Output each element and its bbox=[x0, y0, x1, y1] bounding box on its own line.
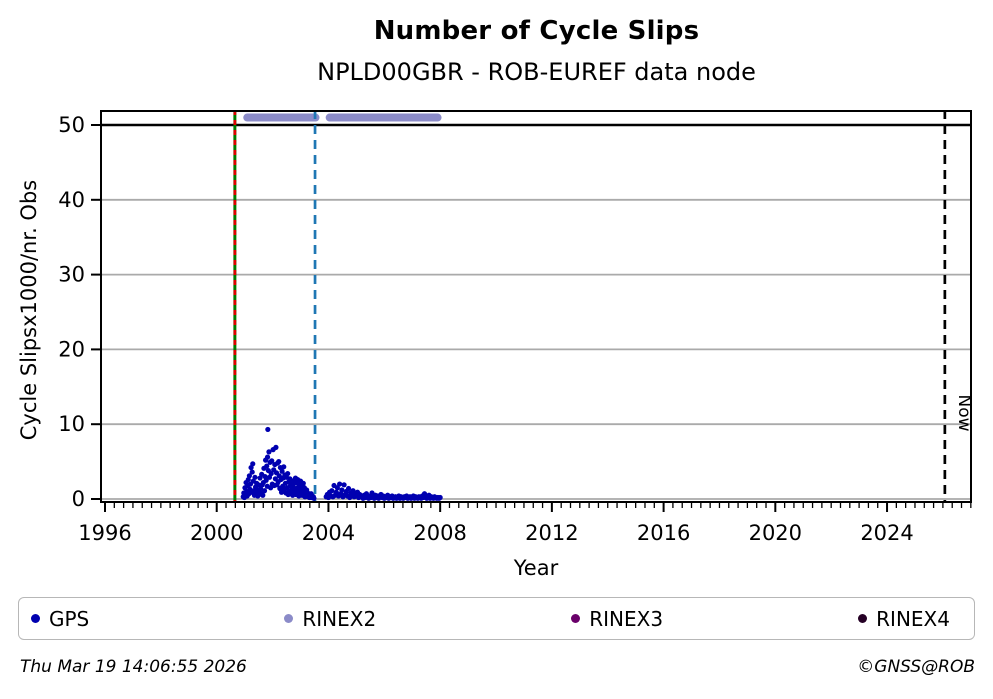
x-tick-label: 2012 bbox=[525, 521, 578, 545]
legend: GPS RINEX2 RINEX3 RINEX4 bbox=[18, 597, 975, 640]
y-tick-label: 40 bbox=[58, 188, 85, 212]
rinex3-marker-icon bbox=[571, 614, 581, 623]
y-tick-label: 50 bbox=[58, 113, 85, 137]
x-tick-label: 2020 bbox=[749, 521, 802, 545]
y-tick-label: 30 bbox=[58, 263, 85, 287]
now-label: Now bbox=[954, 394, 974, 431]
legend-entry-rinex4: RINEX4 bbox=[858, 607, 950, 631]
legend-entry-gps: GPS bbox=[31, 607, 89, 631]
rinex2-availability-bars bbox=[243, 113, 442, 122]
legend-label-rinex4: RINEX4 bbox=[876, 606, 950, 631]
chart-subtitle: NPLD00GBR - ROB-EUREF data node bbox=[317, 58, 756, 86]
legend-label-rinex3: RINEX3 bbox=[589, 606, 664, 631]
y-tick-label: 0 bbox=[72, 487, 85, 511]
legend-label-rinex2: RINEX2 bbox=[302, 606, 377, 631]
legend-label-gps: GPS bbox=[49, 606, 90, 631]
legend-entry-rinex3: RINEX3 bbox=[571, 607, 663, 631]
chart-title: Number of Cycle Slips bbox=[373, 16, 700, 46]
rinex2-marker-icon bbox=[284, 614, 294, 623]
x-axis-ticks: 1996 2000 2004 2008 2012 2016 2020 2024 bbox=[78, 503, 972, 545]
gps-marker-icon bbox=[31, 614, 40, 623]
x-tick-label: 2004 bbox=[302, 521, 355, 545]
y-axis-label: Cycle Slipsx1000/nr. Obs bbox=[17, 179, 41, 441]
credit: ©GNSS@ROB bbox=[857, 657, 975, 677]
x-tick-label: 2024 bbox=[860, 521, 913, 545]
plot-frame bbox=[100, 110, 972, 503]
y-tick-label: 10 bbox=[58, 412, 85, 436]
y-tick-label: 20 bbox=[58, 337, 85, 361]
y-axis-ticks: 0 10 20 30 40 50 bbox=[58, 113, 100, 511]
gps-scatter-points bbox=[240, 426, 443, 501]
x-tick-label: 2000 bbox=[190, 521, 243, 545]
timestamp: Thu Mar 19 14:06:55 2026 bbox=[20, 657, 247, 677]
gridlines bbox=[100, 198, 972, 500]
rinex4-marker-icon bbox=[858, 614, 868, 623]
x-axis-label: Year bbox=[513, 556, 559, 580]
x-tick-label: 1996 bbox=[78, 521, 131, 545]
event-marker-lines: Now bbox=[233, 110, 974, 503]
x-tick-label: 2008 bbox=[413, 521, 466, 545]
x-tick-label: 2016 bbox=[637, 521, 690, 545]
legend-entry-rinex2: RINEX2 bbox=[284, 607, 376, 631]
